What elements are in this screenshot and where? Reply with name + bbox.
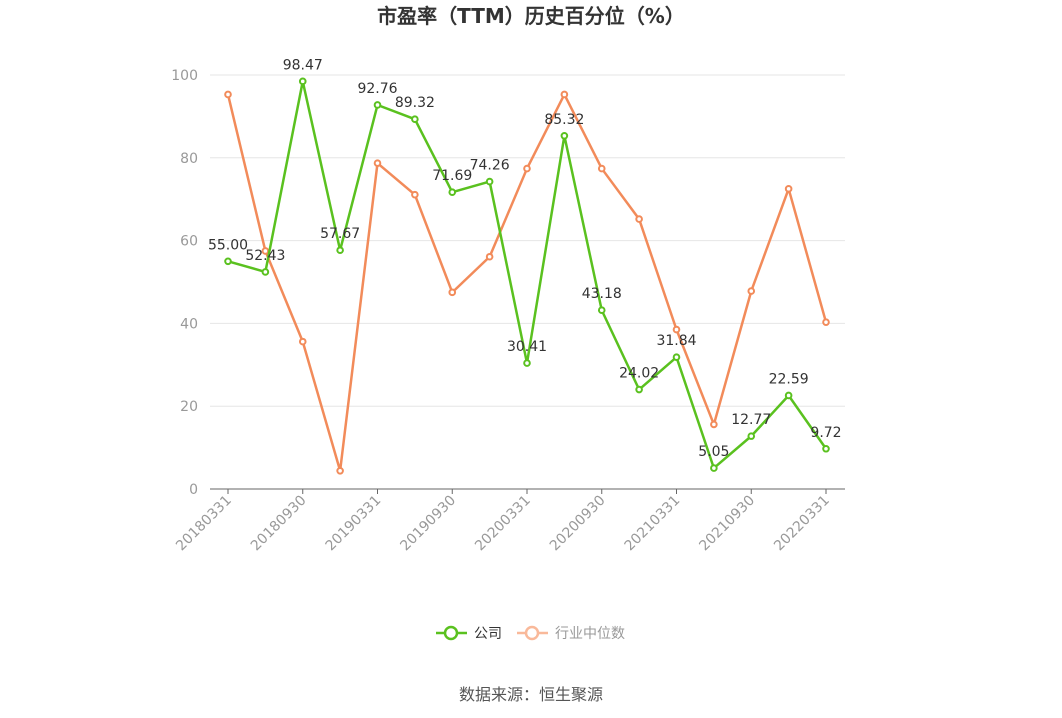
data-label: 43.18 — [582, 286, 622, 302]
point-company — [635, 385, 643, 394]
point-industry-median — [298, 337, 307, 346]
data-label: 31.84 — [656, 333, 696, 349]
data-label: 22.59 — [769, 371, 809, 387]
point-industry-median — [411, 190, 419, 199]
x-tick-label: 20210331 — [622, 493, 684, 555]
point-industry-median — [710, 420, 718, 429]
data-label: 55.00 — [208, 237, 248, 253]
data-label: 85.32 — [544, 112, 584, 128]
legend-industry-label: 行业中位数 — [555, 626, 625, 642]
y-tick-label: 60 — [180, 234, 198, 250]
point-industry-median — [784, 185, 793, 193]
point-company — [523, 359, 531, 367]
data-label: 92.76 — [357, 81, 397, 97]
point-industry-median — [224, 90, 232, 99]
point-company — [747, 432, 756, 440]
grid — [210, 74, 845, 407]
data-label: 89.32 — [395, 95, 435, 111]
point-industry-median — [261, 247, 270, 255]
chart-title: 市盈率（TTM）历史百分位（%） — [377, 4, 685, 28]
point-industry-median — [597, 164, 606, 173]
x-tick-label: 20210930 — [696, 493, 758, 555]
point-company — [336, 246, 344, 255]
point-company — [373, 101, 382, 109]
y-tick-label: 100 — [171, 68, 198, 84]
point-company — [597, 306, 606, 315]
series-line-company — [227, 80, 828, 470]
x-tick-label: 20190930 — [397, 493, 459, 555]
data-label: 9.72 — [810, 425, 841, 441]
legend: 公司 行业中位数 — [436, 625, 625, 642]
x-tick-label: 20180930 — [248, 493, 310, 555]
y-tick-label: 20 — [180, 399, 198, 415]
data-label: 98.47 — [283, 57, 323, 73]
source-note: 数据来源：恒生聚源 — [459, 685, 603, 704]
point-industry-median — [448, 288, 457, 297]
data-label: 24.02 — [619, 366, 659, 382]
data-label: 57.67 — [320, 226, 360, 242]
point-company — [448, 188, 457, 197]
y-tick-label: 40 — [180, 316, 198, 332]
data-label: 74.26 — [470, 158, 510, 174]
y-tick-label: 0 — [189, 482, 198, 498]
point-company — [411, 115, 419, 124]
point-company — [784, 391, 793, 400]
legend-item-industry-median[interactable]: 行业中位数 — [517, 625, 625, 642]
x-axis: 20180331 20180930 20190331 20190930 20200331… — [173, 488, 845, 555]
point-company — [822, 444, 830, 453]
point-company — [560, 131, 569, 140]
point-company — [672, 353, 681, 361]
legend-industry-marker — [524, 625, 540, 641]
point-industry-median — [560, 90, 569, 99]
data-label: 30.41 — [507, 339, 547, 355]
legend-company-marker — [443, 625, 459, 641]
point-industry-median — [485, 252, 494, 261]
point-company — [710, 464, 718, 472]
point-company — [261, 268, 270, 276]
legend-item-company[interactable]: 公司 — [436, 625, 502, 642]
data-label: 71.69 — [432, 168, 472, 184]
legend-company-label: 公司 — [474, 626, 502, 642]
x-tick-label: 20190331 — [323, 493, 385, 555]
series-layer — [224, 77, 830, 475]
y-axis: 0 20 40 60 80 100 — [171, 68, 198, 498]
point-industry-median — [635, 215, 643, 223]
x-tick-label: 20180331 — [173, 493, 235, 555]
x-tick-label: 20200331 — [472, 493, 534, 555]
point-industry-median — [336, 466, 344, 475]
point-company — [224, 257, 232, 266]
point-company — [298, 77, 307, 86]
x-tick-label: 20220331 — [771, 493, 833, 555]
y-tick-label: 80 — [180, 151, 198, 167]
point-industry-median — [672, 325, 681, 334]
point-industry-median — [373, 159, 382, 167]
x-tick-label: 20200930 — [547, 493, 609, 555]
data-label: 5.05 — [698, 444, 729, 460]
point-company — [485, 177, 494, 186]
point-industry-median — [822, 318, 830, 326]
data-label: 52.43 — [245, 248, 285, 264]
point-industry-median — [523, 164, 531, 173]
data-label: 12.77 — [731, 412, 771, 428]
point-industry-median — [747, 287, 756, 295]
